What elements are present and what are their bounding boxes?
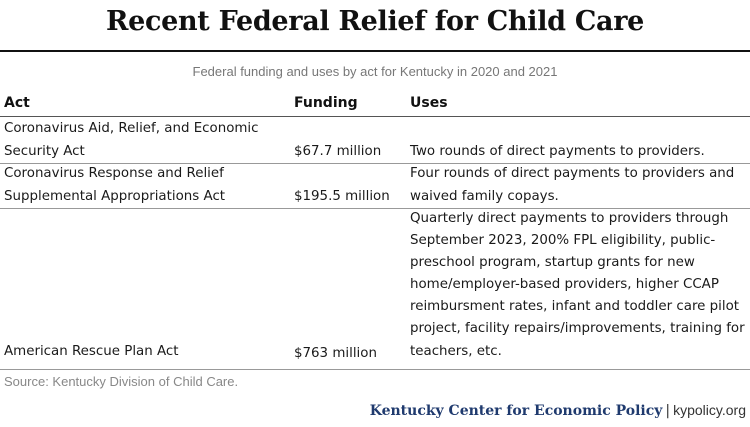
footer-website: kypolicy.org — [673, 402, 746, 418]
row-2-uses-line-1: Four rounds of direct payments to provid… — [410, 166, 735, 181]
subtitle: Federal funding and uses by act for Kent… — [192, 64, 558, 79]
row-1-act-line-1: Coronavirus Aid, Relief, and Economic — [4, 121, 259, 136]
page-title: Recent Federal Relief for Child Care — [105, 6, 645, 37]
row-3-uses-line-6: project, facility repairs/improvements, … — [410, 321, 745, 336]
row-2-act-line-1: Coronavirus Response and Relief — [4, 166, 224, 181]
row-3-uses-line-3: preschool program, startup grants for ne… — [410, 255, 695, 270]
footer-separator: | — [665, 403, 671, 419]
row-3-funding: $763 million — [294, 346, 377, 361]
footer-credit: Kentucky Center for Economic Policy | kypo… — [370, 402, 746, 419]
row-divider — [0, 208, 750, 209]
footer-organization: Kentucky Center for Economic Policy — [369, 403, 663, 419]
row-3-uses-line-4: home/employer-based providers, higher CC… — [410, 277, 719, 292]
row-1-uses-line-1: Two rounds of direct payments to provide… — [410, 144, 705, 159]
row-2-act-line-2: Supplemental Appropriations Act — [4, 189, 226, 204]
row-1-act-line-2: Security Act — [4, 144, 85, 159]
row-2-funding: $195.5 million — [294, 189, 390, 204]
row-3-uses-line-7: teachers, etc. — [410, 344, 502, 359]
header-uses: Uses — [410, 95, 448, 111]
source-note: Source: Kentucky Division of Child Care. — [4, 374, 239, 389]
table-bottom-divider — [0, 369, 750, 370]
row-2-uses-line-2: waived family copays. — [410, 189, 559, 204]
row-3-uses-line-2: September 2023, 200% FPL eligibility, pu… — [410, 233, 716, 248]
row-3-uses-line-1: Quarterly direct payments to providers t… — [410, 211, 729, 226]
row-3-act-line-1: American Rescue Plan Act — [4, 344, 179, 359]
header-act: Act — [4, 95, 30, 111]
header-divider — [0, 116, 750, 117]
header-funding: Funding — [294, 95, 358, 111]
row-divider — [0, 163, 750, 164]
title-divider — [0, 50, 750, 52]
row-3-uses-line-5: reimbursment rates, infant and toddler c… — [410, 299, 740, 314]
row-1-funding: $67.7 million — [294, 144, 382, 159]
